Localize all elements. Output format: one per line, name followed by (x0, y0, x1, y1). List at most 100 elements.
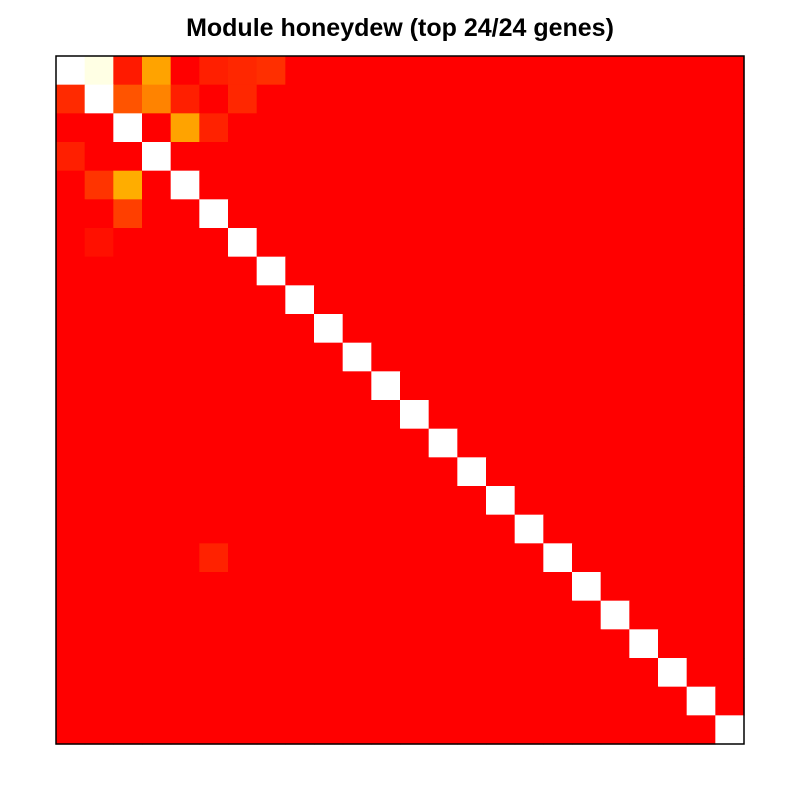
heatmap-cell-r12-c22 (658, 371, 688, 401)
heatmap-cell-r16-c4 (142, 486, 172, 516)
heatmap-cell-r6-c9 (285, 199, 315, 229)
heatmap-cell-r10-c4 (142, 314, 172, 344)
heatmap-cell-r24-c11 (342, 715, 372, 745)
heatmap-cell-r8-c21 (629, 256, 659, 286)
heatmap-cell-r5-c23 (686, 170, 716, 200)
heatmap-cell-r4-c11 (342, 142, 372, 172)
heatmap-cell-r2-c18 (543, 84, 573, 114)
heatmap-cell-r22-c24 (715, 658, 745, 688)
heatmap-cell-r23-c1 (56, 686, 86, 716)
heatmap-cell-r13-c2 (84, 400, 114, 430)
heatmap-cell-r3-c8 (256, 113, 286, 143)
heatmap-cell-r6-c23 (686, 199, 716, 229)
heatmap-cell-r3-c10 (314, 113, 344, 143)
heatmap-cell-r5-c6 (199, 170, 229, 200)
heatmap-cell-r11-c22 (658, 342, 688, 372)
heatmap-cell-r3-c9 (285, 113, 315, 143)
heatmap-cell-r5-c16 (486, 170, 516, 200)
heatmap-cell-r21-c20 (600, 629, 630, 659)
heatmap-cell-r15-c6 (199, 457, 229, 487)
heatmap-cell-r10-c19 (572, 314, 602, 344)
heatmap-cell-r7-c7 (228, 228, 258, 258)
heatmap-cell-r24-c14 (428, 715, 458, 745)
heatmap-cell-r10-c9 (285, 314, 315, 344)
heatmap-cell-r1-c7 (228, 56, 258, 86)
heatmap-cell-r1-c11 (342, 56, 372, 86)
heatmap-cell-r17-c21 (629, 514, 659, 544)
plot-border (55, 55, 745, 745)
heatmap-cell-r19-c5 (170, 572, 200, 602)
heatmap-cell-r5-c13 (400, 170, 430, 200)
heatmap-cell-r15-c15 (457, 457, 487, 487)
heatmap-cell-r16-c18 (543, 486, 573, 516)
heatmap-cell-r11-c13 (400, 342, 430, 372)
heatmap-cell-r22-c22 (658, 658, 688, 688)
heatmap-cell-r4-c20 (600, 142, 630, 172)
heatmap-cell-r14-c4 (142, 428, 172, 458)
heatmap-cell-r18-c9 (285, 543, 315, 573)
heatmap-cell-r14-c9 (285, 428, 315, 458)
heatmap-cell-r24-c15 (457, 715, 487, 745)
heatmap-cell-r3-c5 (170, 113, 200, 143)
heatmap-cell-r3-c4 (142, 113, 172, 143)
heatmap-cell-r20-c23 (686, 600, 716, 630)
heatmap-cell-r10-c15 (457, 314, 487, 344)
heatmap-cell-r15-c22 (658, 457, 688, 487)
heatmap-cell-r11-c7 (228, 342, 258, 372)
heatmap-cell-r1-c10 (314, 56, 344, 86)
heatmap-cell-r19-c18 (543, 572, 573, 602)
heatmap-cell-r23-c21 (629, 686, 659, 716)
heatmap-cell-r19-c13 (400, 572, 430, 602)
heatmap-cell-r9-c20 (600, 285, 630, 315)
heatmap-cell-r15-c20 (600, 457, 630, 487)
heatmap-cell-r9-c14 (428, 285, 458, 315)
heatmap-cell-r12-c16 (486, 371, 516, 401)
heatmap-cell-r19-c2 (84, 572, 114, 602)
heatmap-cell-r10-c13 (400, 314, 430, 344)
heatmap-cell-r16-c14 (428, 486, 458, 516)
heatmap-cell-r1-c13 (400, 56, 430, 86)
heatmap-cell-r13-c17 (514, 400, 544, 430)
heatmap-cell-r6-c7 (228, 199, 258, 229)
heatmap-cell-r1-c9 (285, 56, 315, 86)
heatmap-cell-r17-c15 (457, 514, 487, 544)
heatmap-cell-r15-c23 (686, 457, 716, 487)
heatmap-cell-r3-c20 (600, 113, 630, 143)
heatmap-cell-r4-c14 (428, 142, 458, 172)
heatmap-cell-r11-c16 (486, 342, 516, 372)
heatmap-cell-r17-c17 (514, 514, 544, 544)
heatmap-cell-r6-c2 (84, 199, 114, 229)
heatmap-cell-r9-c18 (543, 285, 573, 315)
heatmap-cell-r2-c17 (514, 84, 544, 114)
heatmap-cell-r18-c24 (715, 543, 745, 573)
heatmap-cell-r17-c3 (113, 514, 143, 544)
heatmap-cell-r24-c10 (314, 715, 344, 745)
heatmap-cell-r21-c12 (371, 629, 401, 659)
heatmap-cell-r17-c10 (314, 514, 344, 544)
heatmap-cell-r19-c20 (600, 572, 630, 602)
heatmap-cell-r13-c8 (256, 400, 286, 430)
heatmap-cell-r15-c4 (142, 457, 172, 487)
heatmap-cell-r5-c19 (572, 170, 602, 200)
heatmap-cell-r4-c1 (56, 142, 86, 172)
heatmap-cell-r6-c22 (658, 199, 688, 229)
heatmap-cell-r24-c1 (56, 715, 86, 745)
heatmap-cell-r24-c7 (228, 715, 258, 745)
heatmap-cell-r23-c22 (658, 686, 688, 716)
heatmap-cell-r2-c13 (400, 84, 430, 114)
heatmap-cell-r8-c4 (142, 256, 172, 286)
heatmap-cell-r16-c12 (371, 486, 401, 516)
heatmap-cell-r19-c23 (686, 572, 716, 602)
heatmap-cell-r8-c12 (371, 256, 401, 286)
heatmap-cell-r4-c2 (84, 142, 114, 172)
heatmap-cell-r10-c11 (342, 314, 372, 344)
heatmap-cell-r10-c7 (228, 314, 258, 344)
heatmap-cell-r19-c22 (658, 572, 688, 602)
heatmap-cell-r20-c6 (199, 600, 229, 630)
heatmap-cell-r4-c7 (228, 142, 258, 172)
heatmap-cell-r3-c24 (715, 113, 745, 143)
heatmap-cell-r12-c20 (600, 371, 630, 401)
heatmap-cell-r18-c16 (486, 543, 516, 573)
heatmap-cell-r24-c24 (715, 715, 745, 745)
heatmap-cell-r11-c11 (342, 342, 372, 372)
